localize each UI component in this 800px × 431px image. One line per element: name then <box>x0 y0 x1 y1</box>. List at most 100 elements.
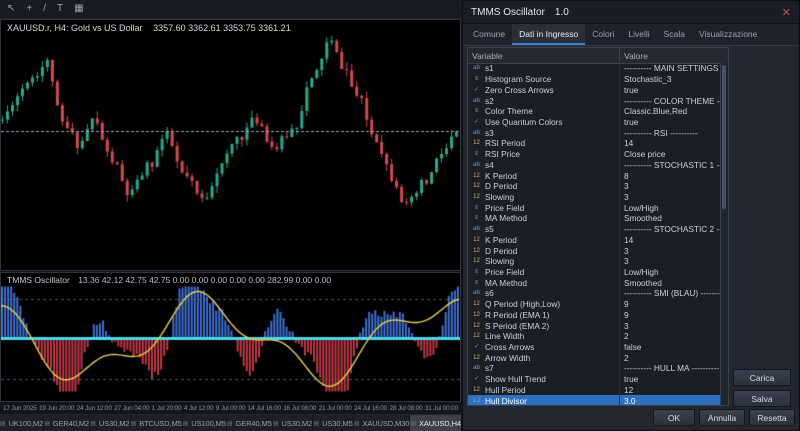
cancel-button[interactable]: Annulla <box>699 409 745 426</box>
param-row[interactable]: ✓ Zero Cross Arrows true <box>468 84 721 96</box>
chart-tab-xauusd-h4[interactable]: ▤ XAUUSD,H4 <box>410 415 462 431</box>
price-chart-canvas[interactable] <box>1 20 460 270</box>
param-row[interactable]: ✓ Use Quantum Colors true <box>468 116 721 128</box>
chart-tab-btcusd-m5[interactable]: ▤ BTCUSD,M5 <box>131 415 183 431</box>
oscillator-panel[interactable]: TMMS Oscillator 13.36 42.12 42.75 42.75 … <box>0 272 461 402</box>
chart-tab-us100-m5[interactable]: ▤ US100,M5 <box>183 415 227 431</box>
param-row[interactable]: ≡ Price Field Low/High <box>468 266 721 278</box>
param-value[interactable]: Classic.Blue,Red <box>624 106 688 117</box>
param-row[interactable]: ≡ RSI Price Close price <box>468 148 721 160</box>
param-row[interactable]: 12 D Period 3 <box>468 245 721 256</box>
param-value[interactable]: 3 <box>624 245 629 256</box>
chart-tab-xauusd-m30[interactable]: ▤ XAUUSD,M30 <box>354 415 411 431</box>
param-row[interactable]: 12 Hull Period 12 <box>468 384 721 396</box>
param-row[interactable]: 12 K Period 8 <box>468 170 721 181</box>
param-row[interactable]: ≡ MA Method Smoothed <box>468 277 721 289</box>
cursor-icon[interactable]: ↖ <box>7 3 16 14</box>
param-value[interactable]: ---------- COLOR THEME ---------- <box>624 95 721 106</box>
time-axis[interactable]: 17 Jun 2025 19 Jun 20:00 24 Jun 12:00 27 Ju… <box>0 402 461 415</box>
trendline-icon[interactable]: / <box>43 3 47 14</box>
crosshair-icon[interactable]: + <box>26 3 33 14</box>
reset-button[interactable]: Resetta <box>749 409 795 426</box>
column-header-valore[interactable]: Valore <box>624 50 648 61</box>
param-value[interactable]: 8 <box>624 170 629 181</box>
param-value[interactable]: Smoothed <box>624 277 662 288</box>
param-value[interactable]: 12 <box>624 384 634 395</box>
param-value[interactable]: ---------- STOCHASTIC 1 ---------- <box>624 159 721 170</box>
oscillator-canvas[interactable] <box>1 273 460 401</box>
dialog-tab-colori[interactable]: Colori <box>592 29 615 39</box>
param-row[interactable]: ab s7 ---------- HULL MA ---------- <box>468 363 721 374</box>
param-row[interactable]: 12 Slowing 3 <box>468 191 721 203</box>
param-row[interactable]: ab s6 ---------- SMI (BLAU) ---------- <box>468 288 721 299</box>
param-row[interactable]: 12 Arrow Width 2 <box>468 352 721 364</box>
param-value[interactable]: ---------- STOCHASTIC 2 ---------- <box>624 224 721 235</box>
param-row[interactable]: ab s3 ---------- RSI ---------- <box>468 127 721 139</box>
param-value[interactable]: Stochastic_3 <box>624 74 672 85</box>
shapes-icon[interactable]: ▦ <box>74 3 84 14</box>
param-row[interactable]: 12 Line Width 2 <box>468 330 721 342</box>
param-value[interactable]: 14 <box>624 138 634 149</box>
param-value[interactable]: Low/High <box>624 202 659 213</box>
dialog-tab-comune[interactable]: Comune <box>473 29 506 39</box>
param-row[interactable]: 12 S Period (EMA 2) 3 <box>468 320 721 331</box>
param-row[interactable]: ab s2 ---------- COLOR THEME ---------- <box>468 95 721 106</box>
param-value[interactable]: 9 <box>624 309 629 320</box>
dialog-tab-livelli[interactable]: Livelli <box>628 29 650 39</box>
param-value[interactable]: 3 <box>624 320 629 331</box>
param-row[interactable]: ≡ Histogram Source Stochastic_3 <box>468 73 721 85</box>
param-row[interactable]: ≡ MA Method Smoothed <box>468 213 721 224</box>
dialog-tab-dati-in-ingresso[interactable]: Dati in Ingresso <box>512 24 586 45</box>
param-value[interactable]: 3 <box>624 191 629 202</box>
param-value[interactable]: true <box>624 116 639 127</box>
param-row[interactable]: 1.2 Hull Divisor 3.0 <box>468 395 721 405</box>
save-button[interactable]: Salva <box>733 390 791 407</box>
param-row[interactable]: 12 R Period (EMA 1) 9 <box>468 309 721 321</box>
param-row[interactable]: ≡ Price Field Low/High <box>468 202 721 214</box>
param-value[interactable]: true <box>624 84 639 95</box>
chart-tab-us30-m5[interactable]: ▤ US30,M5 <box>313 415 354 431</box>
param-row[interactable]: 12 K Period 14 <box>468 234 721 246</box>
param-value[interactable]: 3.0 <box>624 395 636 405</box>
text-icon[interactable]: T <box>57 3 64 14</box>
close-icon[interactable]: ✕ <box>781 6 791 19</box>
param-value[interactable]: Close price <box>624 149 666 160</box>
param-value[interactable]: true <box>624 374 639 385</box>
param-row[interactable]: 12 Slowing 3 <box>468 255 721 267</box>
column-header-variable[interactable]: Variable <box>468 48 620 63</box>
scrollbar-thumb[interactable] <box>722 65 726 209</box>
chart-tab-ger40-m2[interactable]: ▤ GER40,M2 <box>44 415 91 431</box>
param-value[interactable]: ---------- MAIN SETTINGS ---------- <box>624 63 721 74</box>
param-value[interactable]: ---------- RSI ---------- <box>624 127 698 138</box>
param-row[interactable]: ✓ Cross Arrows false <box>468 341 721 353</box>
price-chart-panel[interactable]: XAUUSD.r, H4: Gold vs US Dollar 3357.60 … <box>0 19 461 271</box>
param-value[interactable]: Smoothed <box>624 213 662 224</box>
param-row[interactable]: ab s4 ---------- STOCHASTIC 1 ---------- <box>468 159 721 171</box>
param-row[interactable]: ab s5 ---------- STOCHASTIC 2 ---------- <box>468 223 721 235</box>
dialog-titlebar[interactable]: TMMS Oscillator 1.0 ✕ <box>463 1 799 24</box>
load-button[interactable]: Carica <box>733 369 791 386</box>
param-row[interactable]: ab s1 ---------- MAIN SETTINGS ---------- <box>468 63 721 74</box>
param-row[interactable]: 12 RSI Period 14 <box>468 138 721 149</box>
dialog-tab-scala[interactable]: Scala <box>663 29 685 39</box>
chart-tab-us30-m2[interactable]: ▤ US30,M2 <box>90 415 131 431</box>
dialog-tab-visualizzazione[interactable]: Visualizzazione <box>698 29 758 39</box>
chart-tab-ger40-m5[interactable]: ▤ GER40,M5 <box>227 415 273 431</box>
param-row[interactable]: 12 Q Period (High,Low) 9 <box>468 298 721 310</box>
chart-tab-uk100-m2[interactable]: ▤ UK100,M2 <box>0 415 45 431</box>
chart-tab-us30-m2[interactable]: ▤ US30,M2 <box>273 415 314 431</box>
param-row[interactable]: 12 D Period 3 <box>468 180 721 192</box>
param-value[interactable]: ---------- SMI (BLAU) ---------- <box>624 288 721 299</box>
param-value[interactable]: 3 <box>624 181 629 192</box>
param-value[interactable]: false <box>624 342 642 353</box>
param-value[interactable]: 2 <box>624 331 629 342</box>
param-row[interactable]: ✓ Show Hull Trend true <box>468 373 721 385</box>
param-value[interactable]: 9 <box>624 299 629 310</box>
param-value[interactable]: 14 <box>624 234 634 245</box>
param-value[interactable]: ---------- HULL MA ---------- <box>624 363 720 374</box>
table-scrollbar[interactable] <box>720 63 728 405</box>
param-value[interactable]: 2 <box>624 352 629 363</box>
ok-button[interactable]: OK <box>653 409 695 426</box>
param-value[interactable]: 3 <box>624 256 629 267</box>
param-value[interactable]: Low/High <box>624 267 659 278</box>
